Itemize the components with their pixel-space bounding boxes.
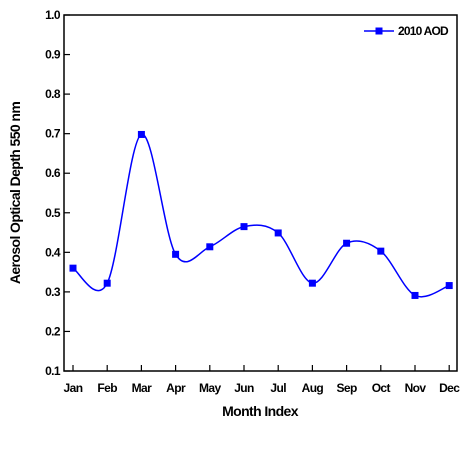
legend-label: 2010 AOD	[398, 24, 449, 38]
y-tick-label: 0.7	[45, 127, 61, 141]
y-tick-label: 0.4	[45, 245, 61, 259]
x-tick-label: Nov	[405, 381, 427, 395]
legend: 2010 AOD	[364, 24, 450, 38]
data-point	[343, 239, 351, 247]
y-axis-title: Aerosol Optical Depth 550 nm	[7, 102, 23, 285]
y-axis-ticks: 0.1 0.2 0.3 0.4 0.5 0.6 0.7 0.8 0.9 1.0	[45, 8, 70, 378]
x-axis-title: Month Index	[222, 403, 299, 419]
x-axis-ticks: Jan Feb Mar Apr May Jun Jul Aug Sep Oct Nov Dec	[64, 365, 461, 395]
y-tick-label: 1.0	[45, 8, 61, 22]
x-tick-label: Jan	[64, 381, 83, 395]
x-tick-label: Aug	[302, 381, 324, 395]
x-tick-label: Feb	[97, 381, 117, 395]
legend-marker	[375, 27, 383, 35]
data-point	[240, 223, 248, 231]
y-tick-label: 0.8	[45, 87, 61, 101]
data-point	[69, 264, 77, 272]
data-point	[274, 229, 282, 237]
data-point	[137, 130, 145, 138]
x-tick-label: Jun	[234, 381, 254, 395]
plot-area	[63, 14, 458, 372]
y-tick-label: 0.6	[45, 166, 61, 180]
data-point	[308, 279, 316, 287]
data-point	[206, 243, 214, 251]
x-tick-label: May	[199, 381, 221, 395]
x-tick-label: Jul	[270, 381, 286, 395]
y-tick-label: 0.3	[45, 285, 61, 299]
data-point	[445, 282, 453, 290]
series-line	[72, 133, 450, 298]
y-tick-label: 0.9	[45, 48, 61, 62]
data-point	[172, 250, 180, 258]
x-tick-label: Mar	[132, 381, 152, 395]
x-tick-label: Sep	[336, 381, 356, 395]
y-tick-label: 0.2	[45, 324, 61, 338]
series-layer	[69, 130, 453, 299]
data-point	[103, 279, 111, 287]
y-tick-label: 0.1	[45, 364, 61, 378]
x-tick-label: Dec	[439, 381, 460, 395]
x-tick-label: Apr	[166, 381, 186, 395]
data-point	[377, 247, 385, 255]
data-point	[411, 291, 419, 299]
x-tick-label: Oct	[372, 381, 391, 395]
y-tick-label: 0.5	[45, 206, 61, 220]
